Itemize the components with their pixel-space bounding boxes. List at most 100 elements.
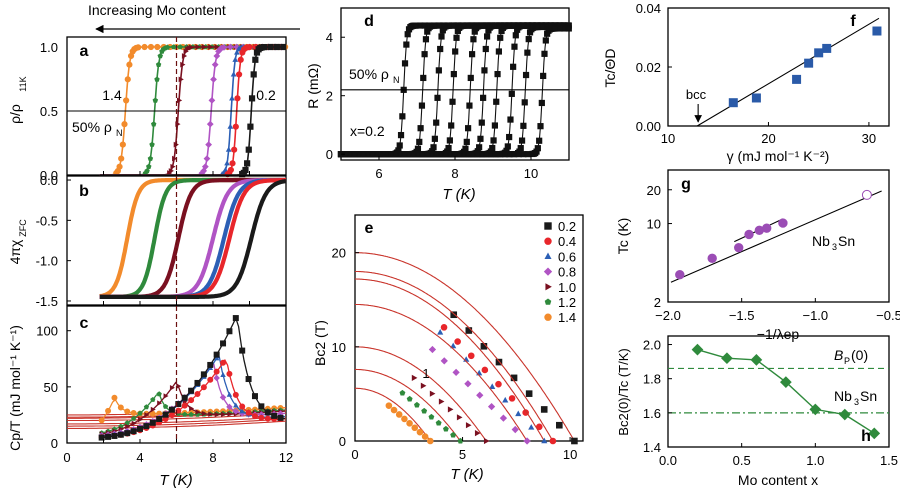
data-point-d [467,74,474,82]
x-tick-label: 5 [459,447,466,462]
data-point-d [538,99,545,107]
y-axis-label: ρ/ρ [7,104,23,124]
x-tick-label: −0.5 [876,308,900,323]
data-point-a [227,166,234,174]
data-point-e [523,437,531,445]
data-point-g [675,270,685,280]
data-point-f [728,98,738,108]
data-point-g [744,229,754,240]
data-point-a [232,56,239,62]
data-point-a [234,95,241,102]
axes-frame [667,7,890,127]
y-tick-label: -1.0 [36,254,58,269]
legend-label: 1.4 [558,310,576,325]
data-point-d [537,123,544,130]
series-line-b-1.4 [98,177,288,299]
y-tick-label: 10 [332,340,346,355]
reference-label: 50% ρ [72,119,112,135]
data-point-c [175,401,182,408]
y-tick-label: -1.5 [36,294,58,309]
data-point-d [397,132,405,139]
data-point-a [229,160,236,167]
fit-line [355,303,528,442]
data-point-e [454,338,461,345]
legend-label: 1.2 [558,295,576,310]
data-point-d [506,133,513,141]
data-point-c [149,410,156,417]
data-point-e [440,324,448,331]
data-point-c [194,379,201,386]
data-point-c [271,412,278,419]
data-point-c [245,409,252,416]
data-point-e [401,415,408,423]
panel-label: a [80,43,89,60]
data-point-c [124,408,131,415]
data-point-d [507,116,514,123]
data-point-d [495,48,502,55]
x-tick-label: −2.0 [655,308,681,323]
data-point-d [396,142,403,149]
data-point-d [542,37,549,44]
axes-frame [667,169,890,303]
data-point-a [147,155,154,161]
data-point-c [214,411,220,418]
data-point-a [144,168,150,174]
data-point-d [476,144,483,151]
y-tick-label: 2 [654,295,661,310]
x-axis-label: T (K) [450,466,483,483]
data-point-a [180,61,186,68]
data-point-c [189,405,195,412]
data-point-e [541,437,548,444]
y-axis-label: 4πχ [7,239,23,264]
data-point-e [483,437,490,445]
data-point-a [246,44,253,51]
fit-line [670,190,882,283]
panel-c: c 0 50 100 0 4 8 12 T (K) Cp/T (mJ mol⁻¹ K⁻¹) [7,305,293,489]
y-axis-label: Bc2 (T) [312,320,328,366]
data-point-d [482,45,489,53]
data-point-c [264,409,271,416]
x-tick-label: 0 [351,447,358,462]
data-point-c [157,400,163,406]
x-tick-label: −1.5 [729,308,755,323]
legend-label: 1.0 [558,280,576,295]
data-point-e [435,419,442,426]
data-point-e [411,374,418,381]
data-point-e [465,327,473,334]
data-point-c [143,404,149,410]
y-axis-label: R (mΩ) [305,63,321,108]
data-point-e [467,352,475,360]
data-point-a [172,155,178,162]
data-point-h [809,403,822,416]
data-point-c [130,410,137,417]
data-point-c [117,404,124,411]
data-point-a [177,44,183,50]
data-point-c [201,410,207,417]
data-point-a [244,160,251,167]
data-point-a [195,44,201,50]
data-point-a [141,43,148,51]
data-point-a [208,97,216,104]
data-point-c [150,397,156,402]
data-point-e [476,391,484,399]
data-point-a [189,44,195,51]
data-point-e [502,396,509,403]
ref-label-nb3sn: Nb [834,388,852,404]
data-point-e [447,406,454,413]
data-point-c [124,420,130,426]
data-point-e [508,395,516,402]
y-tick-label: 0 [339,434,346,449]
data-point-c [149,419,156,426]
panel-a: a 0.0 0.5 1.0 1.4 0.2 50% ρ Nρ/ρ 11K [7,36,289,183]
data-point-e [495,380,502,388]
data-point-a [123,97,130,104]
x-tick-label: −1.0 [802,308,828,323]
data-point-e [426,437,434,445]
data-point-c [111,394,118,401]
data-point-c [207,361,214,368]
data-point-a [116,163,123,170]
data-point-d [494,70,501,78]
y-tick-label: -0.5 [36,213,58,228]
data-point-f [872,26,882,36]
